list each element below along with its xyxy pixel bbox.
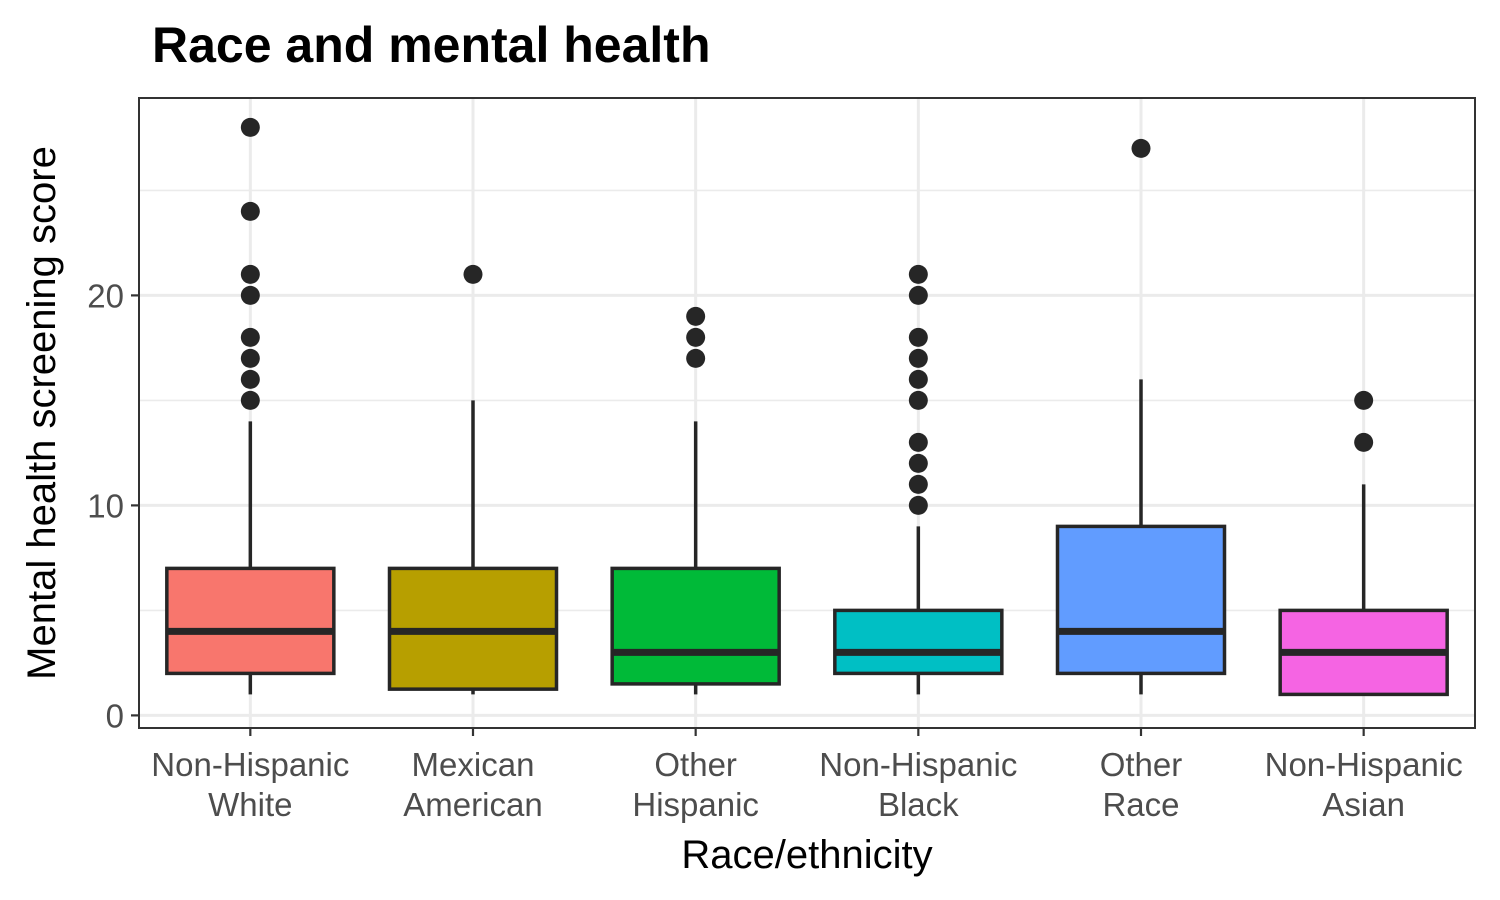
box-iqr	[610, 566, 781, 686]
y-axis-title: Mental health screening score	[20, 146, 64, 680]
box-iqr	[165, 566, 336, 676]
chart-title: Race and mental health	[152, 17, 711, 73]
box-iqr	[1055, 524, 1227, 676]
outlier-point	[908, 369, 928, 389]
box-group	[610, 306, 781, 695]
outlier-point	[908, 453, 928, 473]
outlier-point	[686, 327, 706, 347]
grid-lines	[139, 98, 1475, 728]
outlier-point	[240, 369, 260, 389]
outlier-point	[908, 495, 928, 515]
x-tick-label-line1: Mexican	[412, 746, 535, 783]
x-tick-label-line2: White	[208, 786, 292, 823]
x-axis: Non-HispanicWhiteMexicanAmericanOtherHis…	[151, 728, 1463, 823]
box-group	[387, 264, 559, 695]
x-tick-label-line1: Other	[654, 746, 737, 783]
box-group	[1278, 390, 1449, 697]
outlier-point	[908, 432, 928, 452]
outlier-point	[686, 348, 706, 368]
x-tick-label-line2: Hispanic	[632, 786, 759, 823]
outlier-point	[240, 117, 260, 137]
box-group	[1055, 138, 1227, 695]
outlier-point	[1354, 390, 1374, 410]
outlier-point	[686, 306, 706, 326]
outlier-point	[240, 327, 260, 347]
x-tick-label-line1: Non-Hispanic	[151, 746, 349, 783]
y-tick-label: 0	[106, 697, 124, 734]
box-group	[833, 264, 1004, 695]
outlier-point	[908, 264, 928, 284]
x-tick-label-line2: Race	[1102, 786, 1179, 823]
outlier-point	[1354, 432, 1374, 452]
outlier-point	[463, 264, 483, 284]
box-iqr	[833, 608, 1004, 676]
outlier-point	[240, 348, 260, 368]
x-axis-title: Race/ethnicity	[681, 833, 932, 877]
box-series	[165, 117, 1449, 697]
y-tick-label: 10	[87, 487, 124, 524]
x-tick-label-line1: Other	[1100, 746, 1183, 783]
outlier-point	[240, 285, 260, 305]
outlier-point	[908, 327, 928, 347]
y-tick-label: 20	[87, 277, 124, 314]
outlier-point	[908, 348, 928, 368]
x-tick-label-line1: Non-Hispanic	[819, 746, 1017, 783]
outlier-point	[240, 390, 260, 410]
y-axis: 0 10 20	[87, 277, 139, 734]
x-tick-label-line2: Black	[878, 786, 959, 823]
outlier-point	[908, 474, 928, 494]
plot-panel	[138, 97, 1476, 729]
outlier-point	[908, 390, 928, 410]
outlier-point	[240, 201, 260, 221]
box-group	[165, 117, 336, 695]
x-tick-label-line2: American	[403, 786, 542, 823]
outlier-point	[240, 264, 260, 284]
x-tick-label-line2: Asian	[1322, 786, 1405, 823]
outlier-point	[1131, 138, 1151, 158]
outlier-point	[908, 285, 928, 305]
x-tick-label-line1: Non-Hispanic	[1265, 746, 1463, 783]
